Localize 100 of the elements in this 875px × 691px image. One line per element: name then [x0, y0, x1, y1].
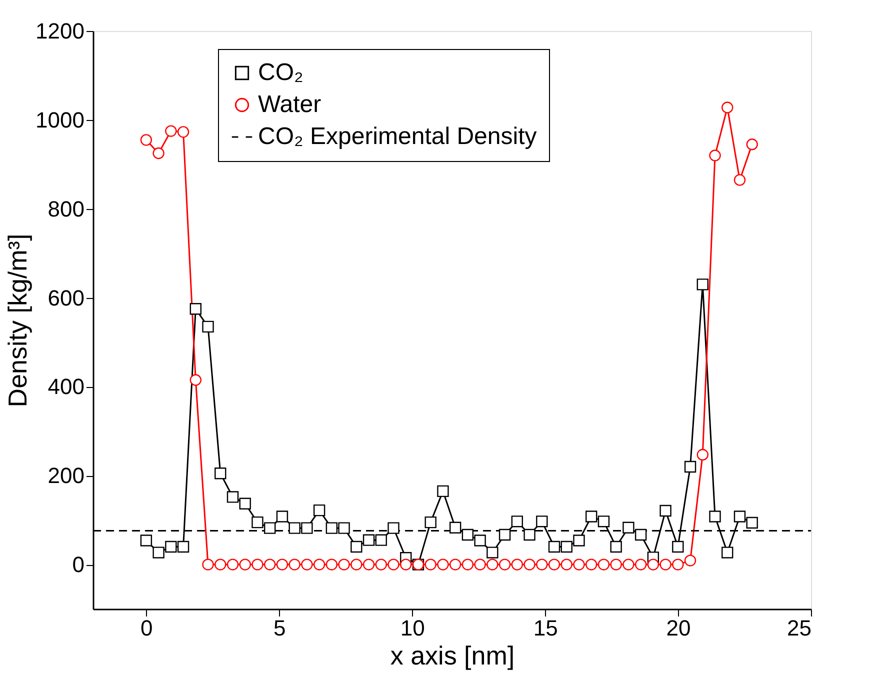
y-tick-label: 400	[48, 374, 84, 400]
point	[424, 516, 436, 528]
point	[214, 558, 226, 570]
point	[511, 516, 523, 528]
point	[301, 522, 313, 534]
point	[202, 558, 214, 570]
point	[301, 558, 313, 570]
point	[560, 558, 572, 570]
point	[388, 522, 400, 534]
point	[573, 558, 585, 570]
point	[190, 374, 202, 386]
point	[239, 498, 251, 510]
point	[622, 558, 634, 570]
legend-label: Water	[258, 91, 322, 118]
point	[350, 558, 362, 570]
point	[498, 528, 511, 541]
point	[190, 303, 202, 315]
point	[239, 558, 251, 570]
point	[437, 558, 449, 570]
point	[511, 558, 523, 570]
y-tick-label: 600	[48, 285, 84, 310]
point	[536, 516, 548, 528]
x-tick-label: 15	[533, 616, 558, 640]
point	[498, 558, 511, 570]
point	[165, 125, 177, 137]
point	[214, 468, 226, 480]
point	[524, 528, 536, 541]
point	[313, 504, 326, 516]
point	[560, 540, 572, 553]
point	[622, 522, 634, 534]
point	[350, 540, 362, 553]
point	[696, 278, 708, 290]
point	[437, 485, 449, 498]
point	[375, 558, 387, 570]
point	[152, 546, 164, 558]
point	[449, 522, 462, 534]
point	[276, 558, 288, 570]
point	[524, 558, 536, 570]
point	[536, 558, 548, 570]
legend-label: CO₂ Experimental Density	[258, 123, 537, 150]
point	[252, 558, 264, 570]
point	[746, 516, 758, 529]
y-axis-title: Density [kg/m³]	[2, 234, 33, 408]
point	[288, 522, 300, 534]
y-tick-label: 800	[48, 196, 84, 222]
y-tick-label: 0	[72, 552, 84, 578]
point	[474, 558, 486, 570]
point	[152, 147, 164, 160]
point	[586, 510, 598, 522]
point	[586, 558, 598, 570]
point	[264, 522, 276, 534]
x-axis-title: x axis [nm]	[390, 640, 515, 670]
point	[264, 558, 276, 570]
point	[486, 558, 498, 570]
point	[660, 504, 672, 517]
point	[400, 558, 412, 570]
point	[634, 528, 647, 541]
point	[313, 558, 326, 570]
point	[462, 558, 474, 570]
point	[672, 558, 684, 570]
point	[634, 558, 647, 570]
x-tick-label: 10	[400, 616, 425, 640]
point	[474, 534, 486, 546]
point	[462, 528, 474, 541]
point	[486, 546, 498, 558]
point	[388, 558, 400, 570]
point	[424, 558, 436, 570]
point	[177, 126, 190, 138]
point	[684, 554, 696, 566]
point	[684, 460, 696, 473]
x-tick-label: 20	[666, 616, 691, 640]
point	[734, 510, 746, 522]
point	[610, 540, 622, 553]
y-tick-label: 1000	[36, 107, 84, 132]
legend-label: CO₂	[258, 59, 304, 86]
point	[202, 320, 214, 333]
point	[672, 540, 684, 553]
point	[660, 558, 672, 570]
x-tick-label: 5	[274, 616, 286, 640]
point	[709, 510, 721, 522]
point	[252, 516, 264, 528]
point	[362, 534, 375, 546]
point	[375, 534, 387, 546]
y-tick-label: 200	[48, 463, 84, 488]
point	[326, 558, 338, 570]
point	[140, 134, 152, 146]
point	[647, 558, 660, 570]
point	[177, 540, 190, 553]
point	[140, 534, 152, 546]
y-tick-label: 1200	[36, 18, 84, 44]
x-tick-label: 25	[787, 616, 812, 640]
point	[548, 540, 560, 553]
point	[338, 558, 350, 570]
point	[362, 558, 375, 570]
point	[746, 138, 758, 150]
point	[610, 558, 622, 570]
point	[573, 534, 585, 546]
point	[696, 448, 708, 461]
point	[449, 558, 462, 570]
point	[548, 558, 560, 570]
